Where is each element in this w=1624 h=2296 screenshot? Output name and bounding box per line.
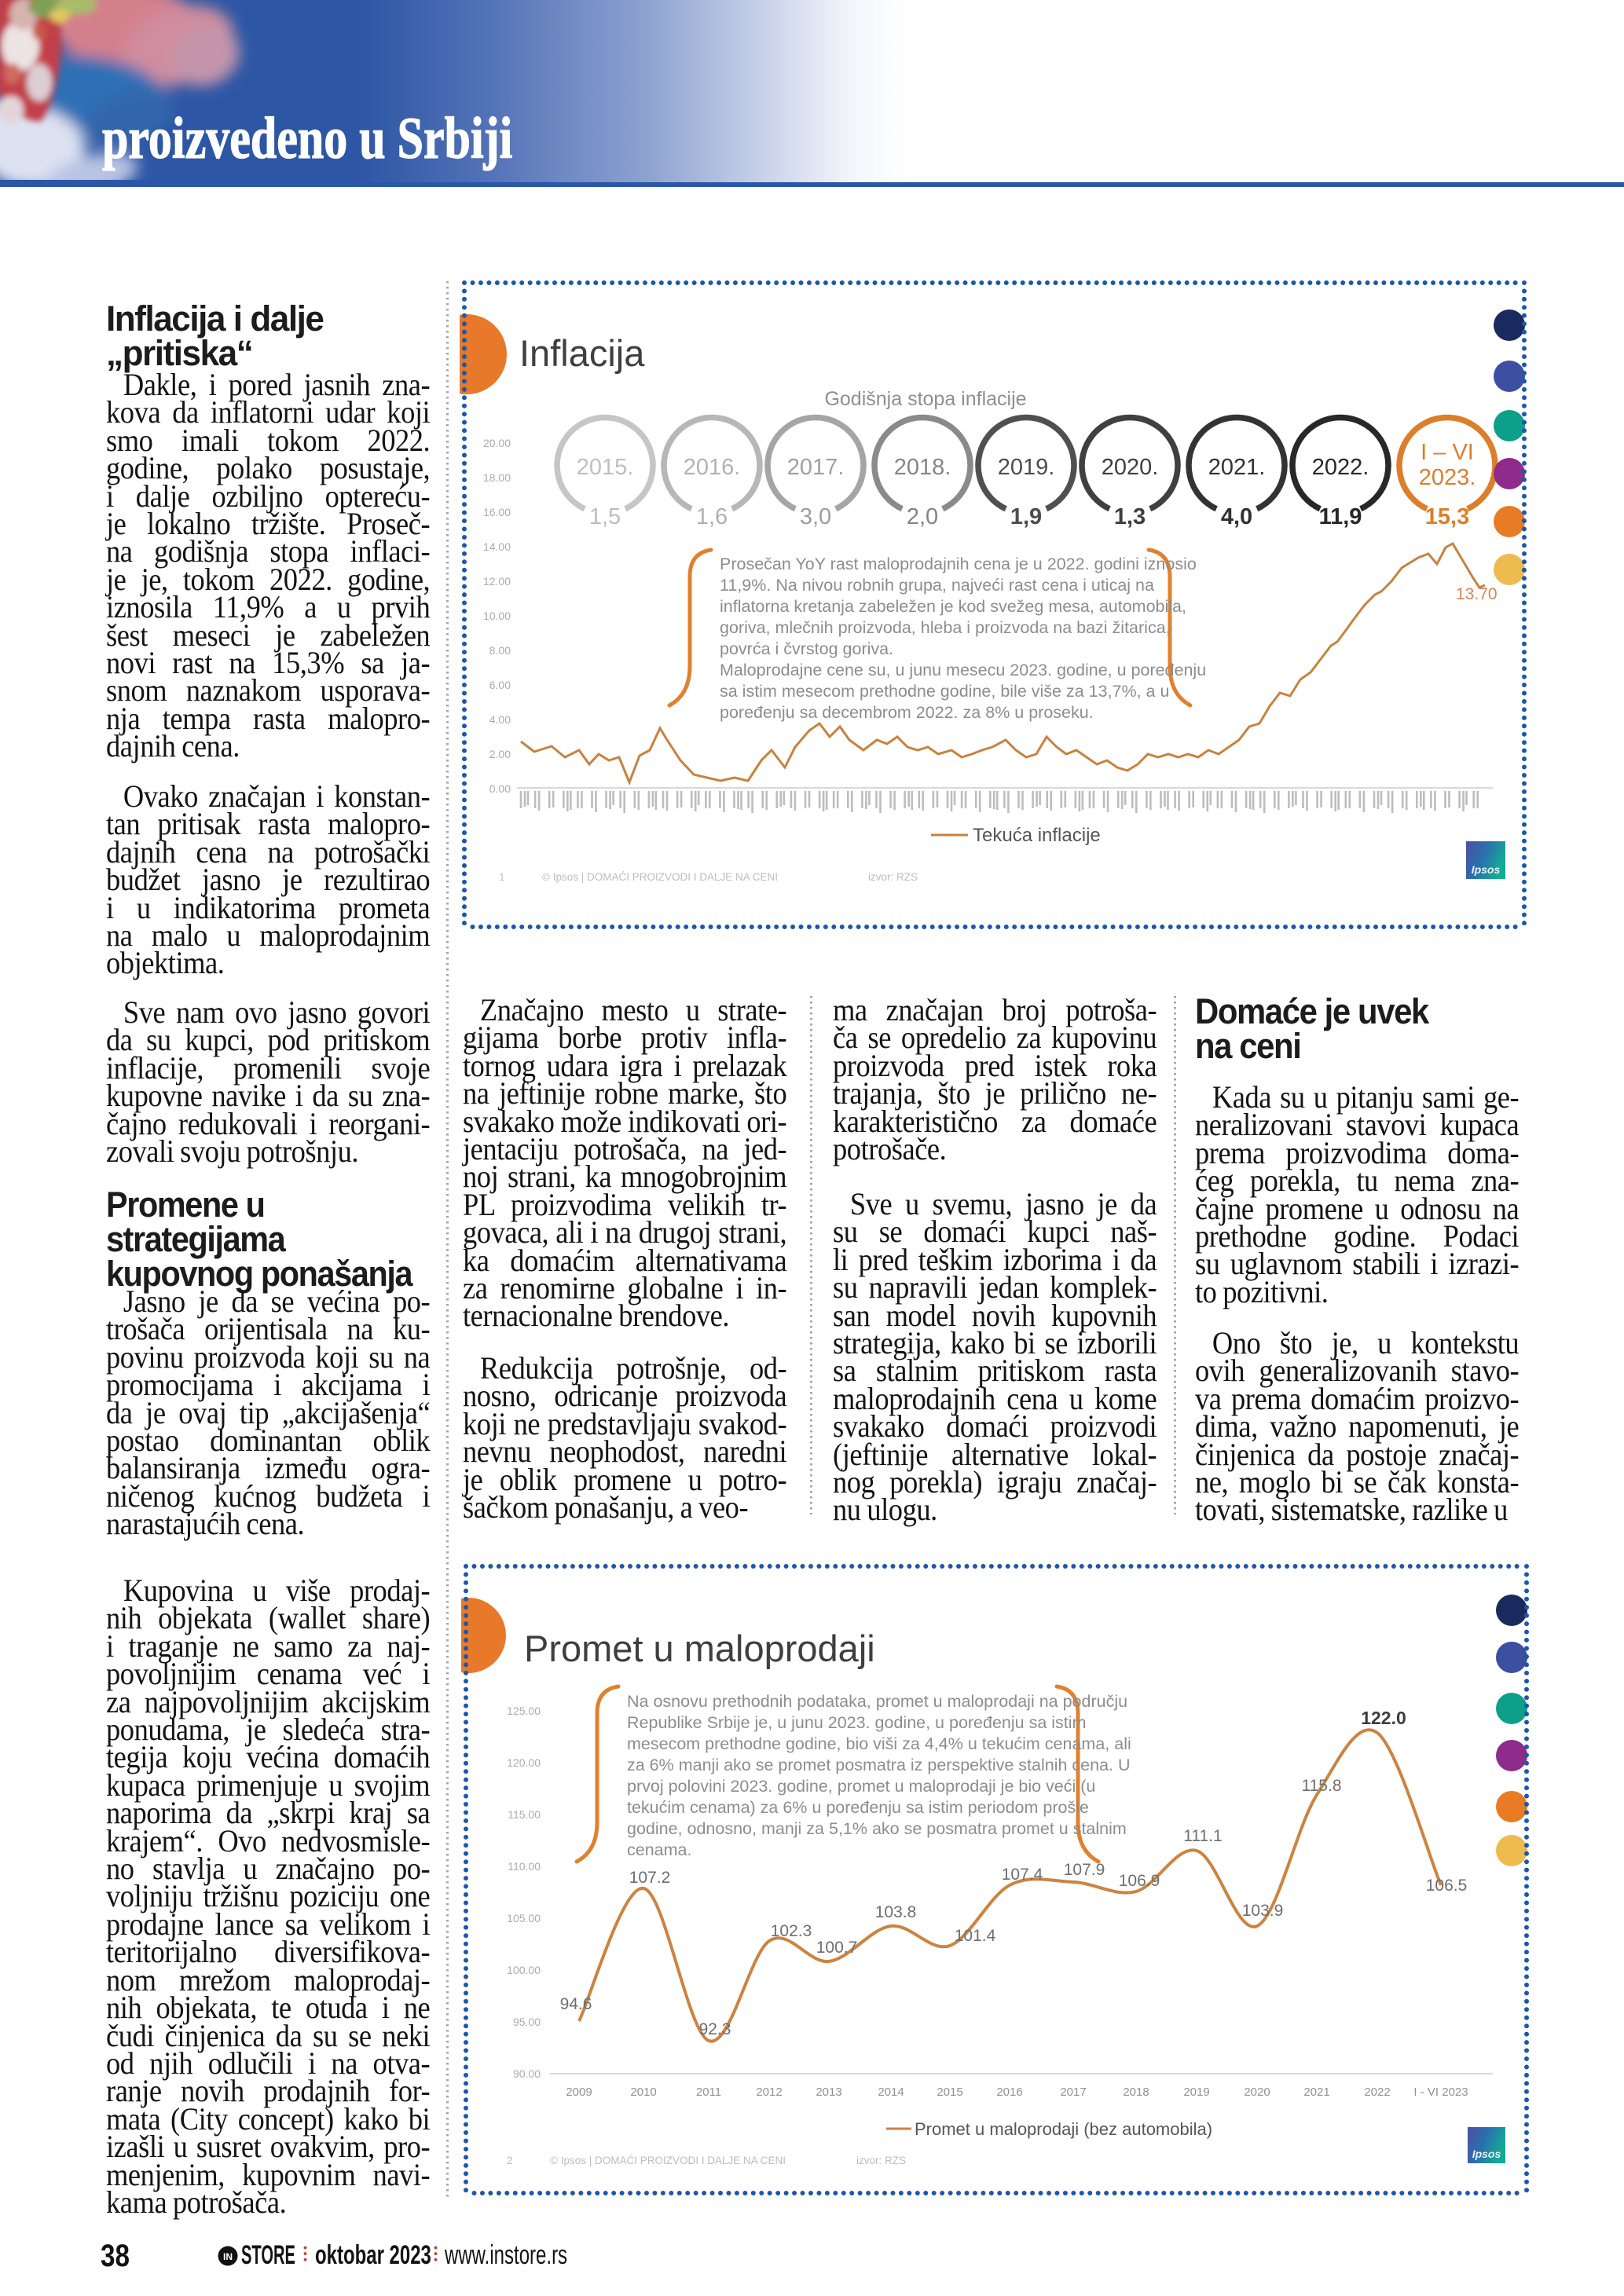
- svg-text:2009: 2009: [566, 2085, 592, 2099]
- svg-text:106.9: 106.9: [1119, 1872, 1160, 1890]
- svg-text:goriva, mlečnih proizvoda, hle: goriva, mlečnih proizvoda, hleba i proiz…: [720, 618, 1171, 637]
- svg-text:6.00: 6.00: [489, 679, 511, 691]
- svg-text:© Ipsos | DOMAĆI PROIZVODI I D: © Ipsos | DOMAĆI PROIZVODI I DALJE NA CE…: [542, 871, 778, 883]
- svg-text:2018.: 2018.: [894, 455, 951, 480]
- svg-text:95.00: 95.00: [513, 2016, 541, 2028]
- svg-text:1,3: 1,3: [1114, 504, 1146, 529]
- svg-text:Promet u maloprodaji (bez auto: Promet u maloprodaji (bez automobila): [915, 2119, 1212, 2139]
- svg-text:inflatorna kretanja zabeležen: inflatorna kretanja zabeležen je kod sve…: [720, 597, 1186, 616]
- svg-text:3,0: 3,0: [800, 504, 831, 529]
- svg-text:2011: 2011: [696, 2085, 721, 2099]
- svg-text:12.00: 12.00: [483, 575, 511, 588]
- svg-text:94.6: 94.6: [560, 1995, 592, 2013]
- svg-text:15,3: 15,3: [1425, 504, 1469, 529]
- svg-text:2016.: 2016.: [684, 455, 741, 480]
- svg-text:20.00: 20.00: [483, 437, 511, 449]
- svg-text:2012: 2012: [756, 2085, 782, 2099]
- svg-text:103.9: 103.9: [1242, 1902, 1284, 1920]
- svg-text:101.4: 101.4: [955, 1927, 996, 1945]
- svg-text:cenama.: cenama.: [627, 1840, 691, 1859]
- svg-text:prvoj polovini 2023. godine, p: prvoj polovini 2023. godine, promet u ma…: [627, 1777, 1095, 1796]
- svg-text:2019: 2019: [1183, 2085, 1209, 2099]
- svg-text:4.00: 4.00: [489, 713, 511, 726]
- svg-text:10.00: 10.00: [483, 610, 511, 622]
- svg-text:2021: 2021: [1303, 2085, 1329, 2099]
- svg-text:godine, odnosno, manji za 5,1%: godine, odnosno, manji za 5,1% ako se po…: [627, 1819, 1127, 1838]
- svg-text:2,0: 2,0: [907, 504, 938, 529]
- svg-text:2.00: 2.00: [489, 748, 511, 760]
- svg-text:2010: 2010: [630, 2085, 656, 2099]
- svg-text:2020.: 2020.: [1102, 455, 1159, 480]
- svg-text:© Ipsos | DOMAĆI PROIZVODI I D: © Ipsos | DOMAĆI PROIZVODI I DALJE NA CE…: [550, 2155, 786, 2166]
- svg-text:92.3: 92.3: [699, 2020, 731, 2038]
- svg-text:4,0: 4,0: [1221, 504, 1252, 529]
- svg-text:Inflacija: Inflacija: [519, 332, 645, 374]
- svg-text:107.9: 107.9: [1064, 1861, 1105, 1879]
- svg-text:115.00: 115.00: [508, 1808, 541, 1821]
- svg-text:1,5: 1,5: [589, 504, 621, 529]
- svg-text:110.00: 110.00: [508, 1860, 541, 1873]
- svg-text:Ipsos: Ipsos: [1472, 2148, 1501, 2160]
- svg-text:2015: 2015: [937, 2085, 962, 2099]
- svg-text:Ipsos: Ipsos: [1472, 863, 1501, 876]
- svg-text:120.00: 120.00: [507, 1756, 541, 1769]
- svg-text:100.00: 100.00: [507, 1964, 541, 1976]
- svg-text:2020: 2020: [1244, 2085, 1270, 2099]
- svg-text:za 6% manji ako se promet posm: za 6% manji ako se promet posmatra iz pe…: [627, 1756, 1131, 1774]
- svg-text:povrća i čvrstog goriva.: povrća i čvrstog goriva.: [720, 639, 893, 658]
- svg-text:2022.: 2022.: [1312, 455, 1369, 480]
- svg-text:2013: 2013: [816, 2085, 841, 2099]
- svg-text:100.7: 100.7: [816, 1939, 858, 1957]
- svg-text:1: 1: [499, 871, 505, 883]
- svg-text:mesecom prethodne godine, bio: mesecom prethodne godine, bio viši za 4,…: [627, 1734, 1131, 1753]
- svg-text:2018: 2018: [1123, 2085, 1149, 2099]
- svg-text:0.00: 0.00: [489, 782, 511, 795]
- svg-text:105.00: 105.00: [507, 1912, 541, 1924]
- svg-text:2019.: 2019.: [998, 455, 1055, 480]
- svg-text:16.00: 16.00: [483, 506, 511, 518]
- svg-text:18.00: 18.00: [483, 471, 511, 484]
- svg-text:107.2: 107.2: [629, 1869, 671, 1887]
- svg-text:1,6: 1,6: [696, 504, 728, 529]
- svg-text:2016: 2016: [996, 2085, 1022, 2099]
- svg-text:2022: 2022: [1364, 2085, 1390, 2099]
- svg-text:Promet u maloprodaji: Promet u maloprodaji: [524, 1628, 875, 1669]
- svg-text:2017.: 2017.: [787, 455, 845, 480]
- svg-text:2015.: 2015.: [577, 455, 634, 480]
- svg-text:Republike Srbije je, u junu 20: Republike Srbije je, u junu 2023. godine…: [627, 1713, 1086, 1732]
- svg-text:103.8: 103.8: [875, 1903, 917, 1921]
- svg-text:tekućim cenama) za 6% u poređe: tekućim cenama) za 6% u poređenju sa ist…: [627, 1798, 1089, 1817]
- svg-text:izvor: RZS: izvor: RZS: [856, 2155, 906, 2166]
- svg-text:90.00: 90.00: [513, 2067, 541, 2080]
- svg-text:8.00: 8.00: [489, 644, 511, 657]
- svg-text:13.70: 13.70: [1456, 585, 1498, 603]
- svg-text:106.5: 106.5: [1426, 1877, 1468, 1895]
- svg-text:poređenju sa decembrom 2022. z: poređenju sa decembrom 2022. za 8% u pro…: [720, 703, 1094, 722]
- svg-text:2014: 2014: [878, 2085, 904, 2099]
- svg-text:I - VI 2023: I - VI 2023: [1413, 2085, 1468, 2099]
- svg-text:Maloprodajne cene su, u junu m: Maloprodajne cene su, u junu mesecu 2023…: [720, 661, 1206, 679]
- svg-text:IN: IN: [223, 2251, 233, 2262]
- svg-text:102.3: 102.3: [771, 1922, 812, 1940]
- svg-text:111.1: 111.1: [1183, 1827, 1222, 1845]
- svg-text:I – VI: I – VI: [1421, 440, 1474, 465]
- svg-text:2: 2: [507, 2155, 513, 2166]
- svg-text:Prosečan YoY rast maloprodajni: Prosečan YoY rast maloprodajnih cena je …: [720, 555, 1197, 573]
- svg-text:11,9%. Na nivou robnih grupa,: 11,9%. Na nivou robnih grupa, najveći ra…: [720, 576, 1154, 595]
- svg-text:2021.: 2021.: [1208, 455, 1266, 480]
- svg-text:115.8: 115.8: [1302, 1777, 1342, 1795]
- svg-text:1,9: 1,9: [1010, 504, 1042, 529]
- svg-text:122.0: 122.0: [1361, 1708, 1406, 1728]
- svg-text:Godišnja stopa inflacije: Godišnja stopa inflacije: [824, 388, 1026, 410]
- svg-text:2023.: 2023.: [1419, 465, 1476, 490]
- svg-text:107.4: 107.4: [1002, 1866, 1043, 1884]
- svg-text:125.00: 125.00: [507, 1705, 541, 1717]
- svg-text:izvor: RZS: izvor: RZS: [868, 871, 918, 883]
- svg-text:Tekuća inflacije: Tekuća inflacije: [973, 825, 1101, 846]
- svg-text:Na osnovu prethodnih podataka,: Na osnovu prethodnih podataka, promet u …: [627, 1692, 1127, 1711]
- svg-text:14.00: 14.00: [483, 540, 511, 553]
- svg-text:2017: 2017: [1060, 2085, 1086, 2099]
- svg-text:sa istim mesecom prethodne god: sa istim mesecom prethodne godine, bile …: [720, 682, 1169, 701]
- svg-text:11,9: 11,9: [1319, 504, 1362, 529]
